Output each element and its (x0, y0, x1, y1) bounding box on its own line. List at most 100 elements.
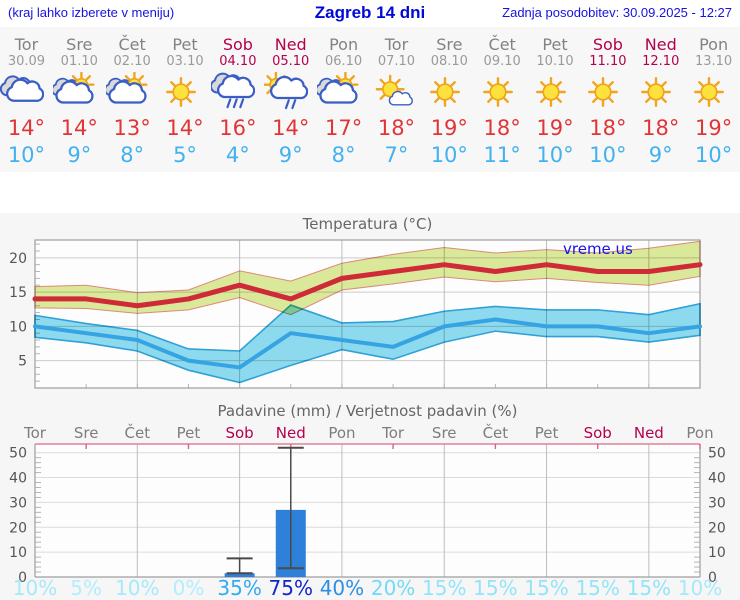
y-tick-label-left: 40 (9, 471, 27, 487)
precip-day-label: Pet (177, 424, 201, 442)
precip-day-label: Pet (535, 424, 559, 442)
weather-icon-mostly-sunny (375, 74, 413, 106)
forecast-day: Čet 09.10 18° 11° (476, 27, 529, 172)
y-tick-label: 15 (9, 285, 27, 301)
weather-icon-sun-cloud (52, 72, 95, 104)
min-temperature: 4° (225, 143, 250, 167)
day-name: Pet (542, 35, 568, 54)
day-date: 07.10 (377, 54, 416, 69)
weather-icon-sun-cloud (105, 72, 148, 104)
day-name: Tor (14, 35, 39, 54)
precip-probability: 15% (473, 576, 517, 600)
min-temperature: 11° (483, 143, 521, 167)
day-date: 13.10 (694, 54, 733, 69)
min-temperature: 9° (278, 143, 303, 167)
watermark-link[interactable]: vreme.us (563, 240, 633, 258)
temperature-chart: Temperatura (°C) 5 10 15 20 vreme.us (9, 215, 703, 389)
day-icon-wrap (317, 72, 370, 114)
y-tick-label: 5 (18, 354, 27, 370)
min-temperature: 8° (120, 143, 145, 167)
day-name: Ned (274, 35, 307, 54)
forecast-day: Sob 04.10 16° 4° (211, 27, 264, 172)
forecast-day: Ned 12.10 18° 9° (634, 27, 687, 172)
precip-day-label: Ned (634, 424, 664, 442)
min-temperature: 10° (694, 143, 733, 167)
weather-icon-sunny (429, 77, 460, 107)
precip-probability: 15% (422, 576, 466, 600)
y-tick-label-left: 50 (9, 446, 27, 462)
day-date: 10.10 (536, 54, 574, 69)
day-date: 02.10 (113, 54, 151, 69)
y-tick-label-right: 40 (708, 471, 726, 487)
day-icon-wrap (159, 72, 212, 114)
forecast-day: Tor 30.09 14° 10° (0, 27, 53, 172)
day-icon-wrap (0, 72, 53, 114)
max-temperature: 14° (60, 116, 98, 140)
day-date: 04.10 (219, 54, 257, 69)
section-gap (0, 172, 740, 213)
weather-icon-sunny (694, 77, 725, 107)
day-date: 05.10 (272, 54, 310, 69)
forecast-strip: Tor 30.09 14° 10° Sre 01.10 14° 9° Čet 02.10 13… (0, 27, 740, 172)
precip-day-label: Tor (381, 424, 405, 442)
y-tick-label: 20 (9, 251, 27, 267)
precip-probability: 5% (70, 576, 102, 600)
day-name: Ned (644, 35, 677, 54)
precip-day-label: Sre (74, 424, 99, 442)
day-name: Pon (329, 35, 359, 54)
min-temperature: 10° (7, 143, 46, 167)
min-temperature: 9° (67, 143, 92, 167)
precip-probability: 15% (524, 576, 568, 600)
y-tick-label-right: 0 (708, 570, 717, 586)
precip-probability: 15% (627, 576, 671, 600)
max-temp-line (32, 262, 703, 309)
max-temperature: 18° (589, 116, 627, 140)
day-date: 08.10 (430, 54, 468, 69)
max-temperature: 14° (272, 116, 310, 140)
precip-probability: 10% (13, 576, 57, 600)
forecast-day: Pet 03.10 14° 5° (159, 27, 212, 172)
last-update: Zadnja posodobitev: 30.09.2025 - 12:27 (502, 5, 732, 20)
weather-icon-sunny (535, 77, 566, 107)
max-temperature: 14° (166, 116, 204, 140)
day-icon-wrap (423, 72, 476, 114)
max-temperature: 18° (642, 116, 680, 140)
y-tick-label-right: 20 (708, 520, 726, 536)
weather-icon-sun-cloud (317, 72, 359, 104)
min-temperature: 10° (430, 143, 468, 167)
day-icon-wrap (529, 72, 582, 114)
plot-background (35, 444, 700, 577)
day-date: 11.10 (589, 54, 627, 69)
day-name: Čet (488, 35, 516, 54)
min-temp-line (33, 317, 702, 370)
precip-day-label: Čet (483, 423, 509, 442)
y-tick-label-left: 20 (9, 520, 27, 536)
day-icon-wrap (264, 72, 317, 114)
weather-icon-rain (211, 72, 256, 109)
day-name: Pet (172, 35, 198, 54)
forecast-day: Čet 02.10 13° 8° (105, 27, 159, 172)
forecast-day: Sre 01.10 14° 9° (52, 27, 106, 172)
day-icon-wrap (581, 72, 634, 114)
precip-probability: 15% (575, 576, 619, 600)
max-temperature: 14° (7, 116, 46, 140)
min-temperature: 7° (384, 143, 409, 167)
day-name: Pon (699, 35, 729, 54)
weather-icon-sunny (482, 77, 513, 107)
precip-day-label: Pon (328, 424, 355, 442)
precip-probability: 20% (371, 576, 415, 600)
forecast-day: Tor 07.10 18° 7° (370, 27, 423, 172)
max-temperature: 13° (113, 116, 151, 140)
precip-probability: 10% (678, 576, 722, 600)
day-icon-wrap (634, 72, 687, 114)
weather-icon-sun-rain (264, 72, 309, 110)
y-tick-label-left: 30 (9, 495, 27, 511)
precip-day-label: Sob (225, 424, 253, 442)
day-icon-wrap (105, 72, 159, 114)
day-name: Sob (592, 35, 623, 54)
day-date: 12.10 (642, 54, 680, 69)
y-tick-label-right: 10 (708, 545, 726, 561)
day-name: Sre (436, 35, 463, 54)
precip-probability: 75% (269, 576, 313, 600)
